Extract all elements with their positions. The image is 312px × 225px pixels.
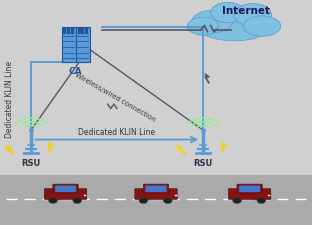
FancyBboxPatch shape [239, 186, 260, 192]
Text: Internet: Internet [222, 6, 271, 16]
FancyBboxPatch shape [228, 189, 271, 200]
FancyBboxPatch shape [53, 184, 78, 193]
FancyBboxPatch shape [146, 186, 166, 192]
FancyBboxPatch shape [55, 186, 76, 192]
Ellipse shape [192, 11, 232, 34]
Ellipse shape [187, 18, 218, 36]
FancyBboxPatch shape [143, 184, 169, 193]
Text: CA: CA [68, 67, 82, 76]
FancyBboxPatch shape [44, 189, 87, 200]
Circle shape [48, 197, 57, 204]
Ellipse shape [243, 17, 281, 37]
Ellipse shape [211, 3, 245, 24]
Circle shape [163, 197, 172, 204]
FancyBboxPatch shape [237, 184, 262, 193]
Circle shape [139, 197, 148, 204]
Circle shape [257, 197, 266, 204]
Text: Wireless/wired connection: Wireless/wired connection [74, 71, 157, 122]
Bar [0, 176, 312, 225]
Text: Dedicated KLIN Line: Dedicated KLIN Line [78, 127, 156, 136]
Text: Dedicated KLIN Line: Dedicated KLIN Line [5, 61, 14, 137]
Circle shape [73, 197, 82, 204]
FancyBboxPatch shape [62, 28, 76, 63]
Text: RSU: RSU [22, 159, 41, 168]
FancyBboxPatch shape [135, 189, 177, 200]
Ellipse shape [200, 17, 268, 42]
Text: RSU: RSU [193, 159, 212, 168]
Ellipse shape [234, 4, 271, 27]
Circle shape [232, 197, 241, 204]
FancyBboxPatch shape [76, 28, 90, 63]
